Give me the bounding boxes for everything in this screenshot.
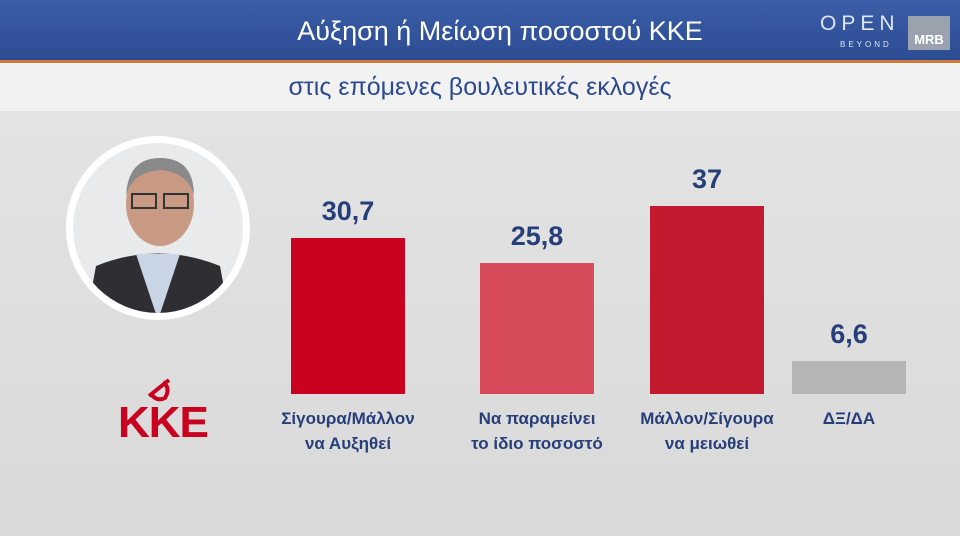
channel-logo: OPEN: [820, 12, 900, 35]
party-emblem: [147, 378, 171, 402]
party-logo: ΚΚΕ: [118, 398, 209, 447]
value-label: 25,8: [510, 221, 564, 252]
x-tick-label: Σίγουρα/Μάλλον να Αυξηθεί: [281, 409, 415, 453]
bar: [480, 263, 594, 394]
pollster-logo: MRB: [908, 16, 950, 50]
value-label: 37: [691, 164, 723, 195]
bar: [650, 206, 764, 394]
chart-subtitle: στις επόμενες βουλευτικές εκλογές: [0, 63, 960, 111]
value-label: 30,7: [321, 196, 375, 227]
portrait-frame: [66, 136, 250, 320]
x-tick-label: ΔΞ/ΔΑ: [822, 409, 876, 428]
x-tick-label: Μάλλον/Σίγουρα να μειωθεί: [640, 409, 774, 453]
portrait: [73, 143, 243, 313]
value-label: 6,6: [830, 318, 868, 349]
chart-title: Αύξηση ή Μείωση ποσοστού ΚΚΕ: [297, 16, 703, 46]
bar: [291, 238, 405, 394]
x-tick-label: Να παραμείνει το ίδιο ποσοστό: [471, 409, 603, 453]
channel-tag: BEYOND: [840, 40, 892, 49]
header: Αύξηση ή Μείωση ποσοστού ΚΚΕ OPEN BEYOND…: [0, 0, 960, 63]
bar: [792, 360, 906, 394]
